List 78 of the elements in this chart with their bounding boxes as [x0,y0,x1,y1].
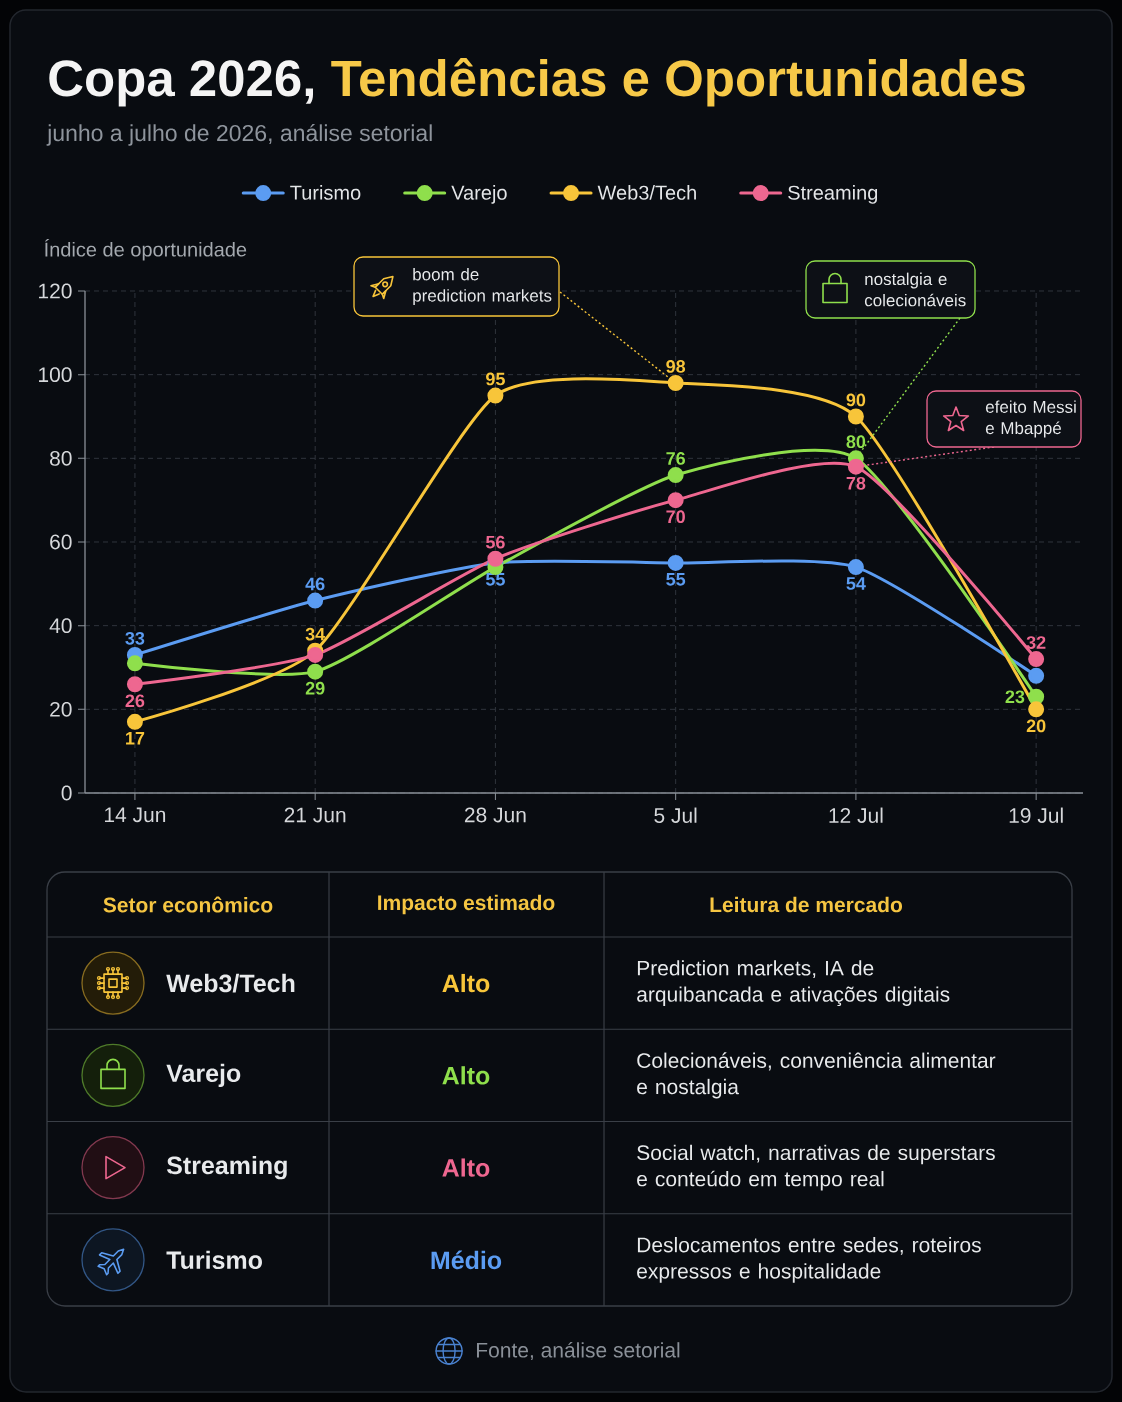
y-tick-label: 40 [49,618,72,634]
point [1028,667,1045,684]
data-label: 90 [846,393,866,407]
point [1028,688,1045,705]
data-label: 29 [305,681,325,695]
text: Varejo [166,1063,241,1088]
x-tick-label: 14 Jun [105,807,166,823]
data-label: 54 [846,577,866,590]
point [1028,701,1045,718]
data-label: 46 [305,577,325,591]
point [667,375,684,392]
data-label: 55 [666,573,686,586]
data-label: 95 [486,372,505,386]
text: Social watch, narrativas de superstars e conteúdo em tempo real [637,1144,995,1191]
data-label: 17 [126,732,145,745]
data-label: 26 [125,694,145,708]
y-axis-title: Índice de oportunidade [45,239,247,261]
legend-label: Streaming [788,185,878,204]
point [667,467,684,484]
data-label: 70 [666,510,685,524]
point [847,458,864,475]
point [1028,651,1045,668]
legend-label: Varejo [451,185,507,204]
point [667,492,684,509]
point [307,663,324,680]
point [307,592,324,609]
text: Alto [442,973,490,993]
point [307,646,324,663]
point [487,387,504,404]
x-tick-label: 28 Jun [464,807,526,823]
text: Impacto estimado [378,894,555,915]
data-label: 20 [1026,719,1046,733]
chart-subtitle: junho a julho de 2026, análise setorial [46,124,432,146]
chart-title: Copa 2026, Tendências e Oportunidades [49,57,1025,107]
point [126,676,143,693]
point [126,713,143,730]
y-tick-label: 0 [61,785,72,801]
text: Prediction markets, IA de arquibancada e ativações digitais [637,960,950,1007]
x-tick-label: 19 Jul [1009,807,1063,823]
text: Leitura de mercado [710,896,903,913]
text: Médio [431,1250,502,1270]
text: Alto [442,1066,490,1085]
y-tick-label: 60 [50,534,72,550]
y-tick-label: 120 [39,283,72,299]
text: Colecionáveis, conveniência alimentar e nostalgia [637,1052,996,1099]
data-label: 78 [846,476,866,490]
annotation: boom de prediction markets [413,267,552,306]
y-tick-label: 100 [39,367,72,383]
legend-label: Web3/Tech [597,185,696,200]
text: Turismo [166,1250,262,1270]
point [847,559,864,576]
data-label: 56 [485,535,505,549]
point [487,550,504,567]
text: Streaming [166,1155,287,1180]
text: Web3/Tech [166,973,295,993]
text: Setor econômico [103,896,273,913]
data-label: 76 [666,452,686,465]
source-note: Fonte, análise setorial [477,1341,680,1361]
text: Deslocamentos entre sedes, roteiros expressos e hospitalidade [637,1236,981,1283]
legend-label: Turismo [290,185,361,200]
data-label: 98 [666,360,686,373]
point [847,408,864,425]
point [667,554,684,571]
y-tick-label: 80 [50,450,72,466]
data-label: 32 [1026,636,1046,649]
x-tick-label: 5 Jul [654,807,697,823]
data-label: 80 [846,435,866,449]
text: Alto [442,1158,490,1177]
data-label: 33 [125,631,145,645]
x-tick-label: 21 Jun [284,807,346,823]
x-tick-label: 12 Jul [829,807,883,823]
y-tick-label: 20 [50,701,72,717]
point [126,655,143,672]
annotation: nostalgia e colecionáveis [864,272,966,307]
annotation: efeito Messi e Mbappé [985,400,1076,438]
data-label: 55 [485,573,505,586]
data-label: 34 [305,627,326,641]
data-label: 23 [1005,690,1025,704]
